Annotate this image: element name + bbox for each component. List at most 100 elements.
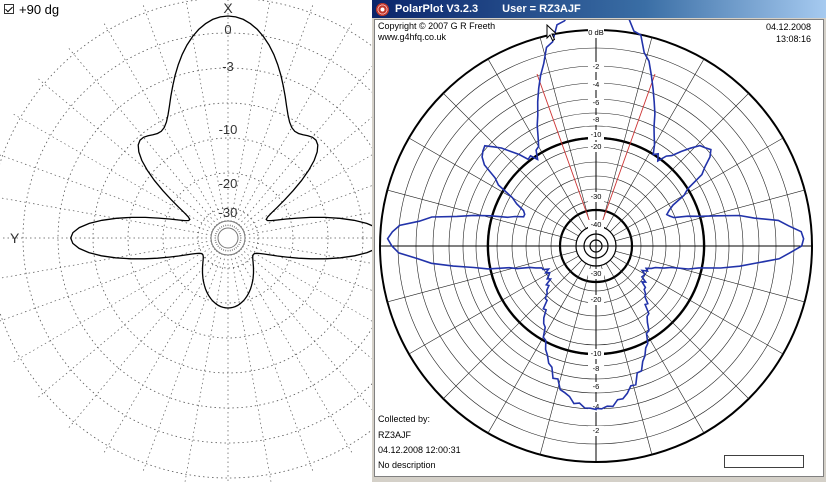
scale-label-lower: -2 [593, 426, 600, 435]
scale-label-upper: -6 [593, 98, 600, 107]
beamwidth-line-right [599, 73, 656, 229]
scale-label-lower: -30 [591, 269, 602, 278]
left-grid-spoke [231, 2, 314, 227]
scale-label-upper: -2 [593, 62, 600, 71]
left-grid-spoke [231, 249, 314, 474]
plot-grid-spoke [600, 37, 653, 227]
left-grid-spoke [184, 249, 227, 482]
left-grid-spoke [142, 2, 225, 227]
left-grid-spoke [11, 112, 218, 233]
scale-label-lower: -8 [593, 364, 600, 373]
left-grid-spoke [235, 65, 372, 230]
left-grid-spoke [233, 21, 354, 228]
left-grid-ring-2 [127, 137, 329, 339]
scale-label-lower: -4 [593, 402, 600, 411]
plot-grid-spoke [443, 259, 583, 399]
left-grid-spoke [233, 248, 354, 455]
left-grid-spoke [67, 46, 221, 230]
plot-grid-spoke [600, 265, 653, 455]
scale-label-bg [588, 349, 604, 359]
plot-grid-spoke [539, 37, 592, 227]
left-ring-label: -10 [219, 122, 238, 137]
scale-label-upper: -20 [591, 142, 602, 151]
left-grid-ring-5 [22, 32, 372, 444]
polar-plot-chart: 0 dB -2 -4 -6 -8 -10 -20 -30 -40 -30 -20 -10 -8 -6 -4 -… [379, 20, 813, 463]
scale-label-bg [588, 402, 604, 412]
scale-label-bg [588, 192, 604, 202]
plot-grid-spoke [605, 263, 705, 434]
left-pattern-trace [70, 15, 372, 309]
window-title: PolarPlot V3.2.3 [395, 3, 479, 15]
left-ring-label: -3 [222, 59, 234, 74]
left-grid-spoke [36, 245, 220, 399]
checkbox-checked-icon[interactable] [4, 4, 14, 14]
window-titlebar[interactable]: PolarPlot V3.2.3 User = RZ3AJF [372, 0, 826, 18]
scale-label-lower: -6 [593, 382, 600, 391]
scale-label-bg [588, 80, 604, 90]
left-grid-spoke [235, 246, 372, 411]
plot-grid-spoke [408, 137, 579, 237]
plus90-checkbox-row[interactable]: +90 dg [4, 1, 59, 17]
left-grid-spoke [0, 241, 217, 322]
date-text: 04.12.2008 [765, 22, 811, 32]
left-grid-spoke [11, 243, 218, 364]
scale-label-upper: -40 [591, 220, 602, 229]
plot-grid-spoke [613, 137, 784, 237]
scale-label-lower: -10 [591, 349, 602, 358]
left-grid-spoke [102, 248, 223, 455]
left-polar-panel: X Y 0 -3 -10 -20 -30 +90 dg [0, 0, 372, 482]
left-grid-spoke [229, 249, 272, 482]
left-grid-spoke [0, 239, 217, 279]
scale-label-lower: -20 [591, 295, 602, 304]
status-box [724, 455, 804, 468]
polar-plot-area: 0 dB -2 -4 -6 -8 -10 -20 -30 -40 -30 -20 -10 -8 -6 -4 -… [374, 19, 824, 477]
plot-grid-spoke [487, 263, 587, 434]
left-grid-spoke [236, 245, 372, 360]
plot-grid-spoke [615, 250, 805, 303]
checkbox-label: +90 dg [19, 1, 60, 17]
polar-pattern-trace [386, 20, 805, 411]
plot-grid-spoke [609, 93, 749, 233]
left-grid-spoke [0, 197, 217, 237]
plot-grid-spoke [487, 58, 587, 229]
collected-by-user: RZ3AJF [378, 430, 412, 440]
scale-label-bg [588, 130, 604, 140]
scale-label-bg [588, 28, 604, 38]
polarplot-window: PolarPlot V3.2.3 User = RZ3AJF 0 dB -2 -4 -… [372, 0, 826, 482]
scale-label-bg [588, 426, 604, 436]
left-inner-ring [217, 227, 239, 249]
plot-grid-spoke [443, 93, 583, 233]
scale-label-bg [588, 62, 604, 72]
plot-grid-spoke [387, 250, 577, 303]
time-text: 13:08:16 [775, 34, 811, 44]
scale-label-bg [588, 382, 604, 392]
mouse-cursor-icon [546, 24, 558, 42]
left-polar-chart: X Y 0 -3 -10 -20 -30 [0, 0, 372, 482]
copyright-text: Copyright © 2007 G R Freeth [378, 21, 496, 31]
left-grid-spoke [238, 243, 372, 322]
plot-grid-spoke [609, 259, 749, 399]
left-grid-spoke [142, 249, 225, 474]
left-grid-ring-1 [162, 172, 294, 304]
left-grid-spoke [185, 0, 227, 227]
left-ring-label: -20 [219, 176, 238, 191]
scale-label-upper: -8 [593, 115, 600, 124]
left-inner-ring [210, 220, 246, 256]
left-axis-top-label: X [223, 0, 233, 16]
rose-app-icon [376, 2, 389, 16]
scale-label-upper: -10 [591, 130, 602, 139]
window-user-label: User = RZ3AJF [502, 3, 581, 15]
left-grid-spoke [67, 246, 221, 430]
scale-label-bg [588, 142, 604, 152]
collected-date: 04.12.2008 12:00:31 [378, 445, 461, 455]
plot-grid-spoke [613, 255, 784, 355]
scale-label-bg [588, 295, 604, 305]
left-grid-spoke [0, 154, 217, 235]
scale-label-bg [588, 115, 604, 125]
left-grid-ring-6 [0, 0, 372, 479]
beamwidth-line-left [536, 73, 593, 229]
left-grid-spoke [236, 116, 372, 231]
left-axis-left-label: Y [10, 230, 20, 246]
scale-label-bg [588, 220, 604, 230]
left-grid-spoke [102, 21, 223, 228]
